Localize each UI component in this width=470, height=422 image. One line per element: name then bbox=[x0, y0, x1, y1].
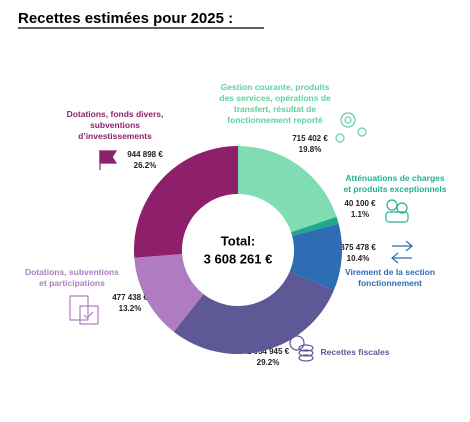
arrows-icon bbox=[391, 240, 413, 264]
donut-slice bbox=[173, 271, 334, 354]
people-icon bbox=[385, 199, 409, 223]
share-label: 13.2% bbox=[119, 304, 142, 313]
category-label: Atténuations de charges et produits excep… bbox=[344, 173, 447, 194]
category-line: subventions bbox=[90, 120, 140, 130]
category-line: et produits exceptionnels bbox=[344, 184, 447, 194]
flag-icon bbox=[99, 150, 118, 170]
value-label: 40 100 € bbox=[344, 199, 376, 208]
value-label: 715 402 € bbox=[292, 134, 328, 143]
category-line: Dotations, fonds divers, bbox=[67, 109, 164, 119]
value-label: 1 054 945 € bbox=[247, 347, 290, 356]
share-label: 1.1% bbox=[351, 210, 369, 219]
category-label: Gestion courante, produits des services, … bbox=[219, 82, 331, 125]
chart-title: Recettes estimées pour 2025 : bbox=[18, 10, 233, 27]
category-line: Recettes fiscales bbox=[321, 347, 390, 357]
category-line: Dotations, subventions bbox=[25, 267, 119, 277]
category-line: et participations bbox=[39, 278, 105, 288]
category-label: Recettes fiscales bbox=[321, 347, 390, 357]
gear-icon bbox=[335, 112, 367, 143]
donut-slice bbox=[133, 146, 238, 258]
value-label: 375 478 € bbox=[340, 243, 376, 252]
category-line: Atténuations de charges bbox=[345, 173, 444, 183]
category-line: fonctionnement reporté bbox=[227, 115, 323, 125]
category-line: Virement de la section bbox=[345, 267, 435, 277]
category-label: Virement de la section fonctionnement bbox=[345, 267, 435, 288]
value-label: 944 898 € bbox=[127, 150, 163, 159]
category-line: d’investissements bbox=[78, 131, 152, 141]
share-label: 19.8% bbox=[299, 145, 322, 154]
share-label: 29.2% bbox=[257, 358, 280, 367]
category-line: Gestion courante, produits bbox=[221, 82, 330, 92]
category-line: transfert, résultat de bbox=[234, 104, 316, 114]
document-icon bbox=[69, 295, 99, 325]
category-line: fonctionnement bbox=[358, 278, 422, 288]
donut-slice bbox=[291, 216, 339, 236]
total-title: Total: bbox=[221, 233, 255, 248]
total-value: 3 608 261 € bbox=[204, 251, 273, 266]
coins-icon bbox=[289, 335, 314, 362]
category-label: Dotations, fonds divers, subventions d’inv… bbox=[67, 109, 164, 141]
value-label: 477 438 € bbox=[112, 293, 148, 302]
icons bbox=[69, 112, 413, 362]
category-line: des services, opérations de bbox=[219, 93, 331, 103]
donut-slice bbox=[289, 223, 342, 291]
donut-slice bbox=[134, 254, 204, 332]
donut-slice bbox=[238, 146, 337, 233]
share-label: 10.4% bbox=[347, 254, 370, 263]
share-label: 26.2% bbox=[134, 161, 157, 170]
category-label: Dotations, subventions et participations bbox=[25, 267, 119, 288]
